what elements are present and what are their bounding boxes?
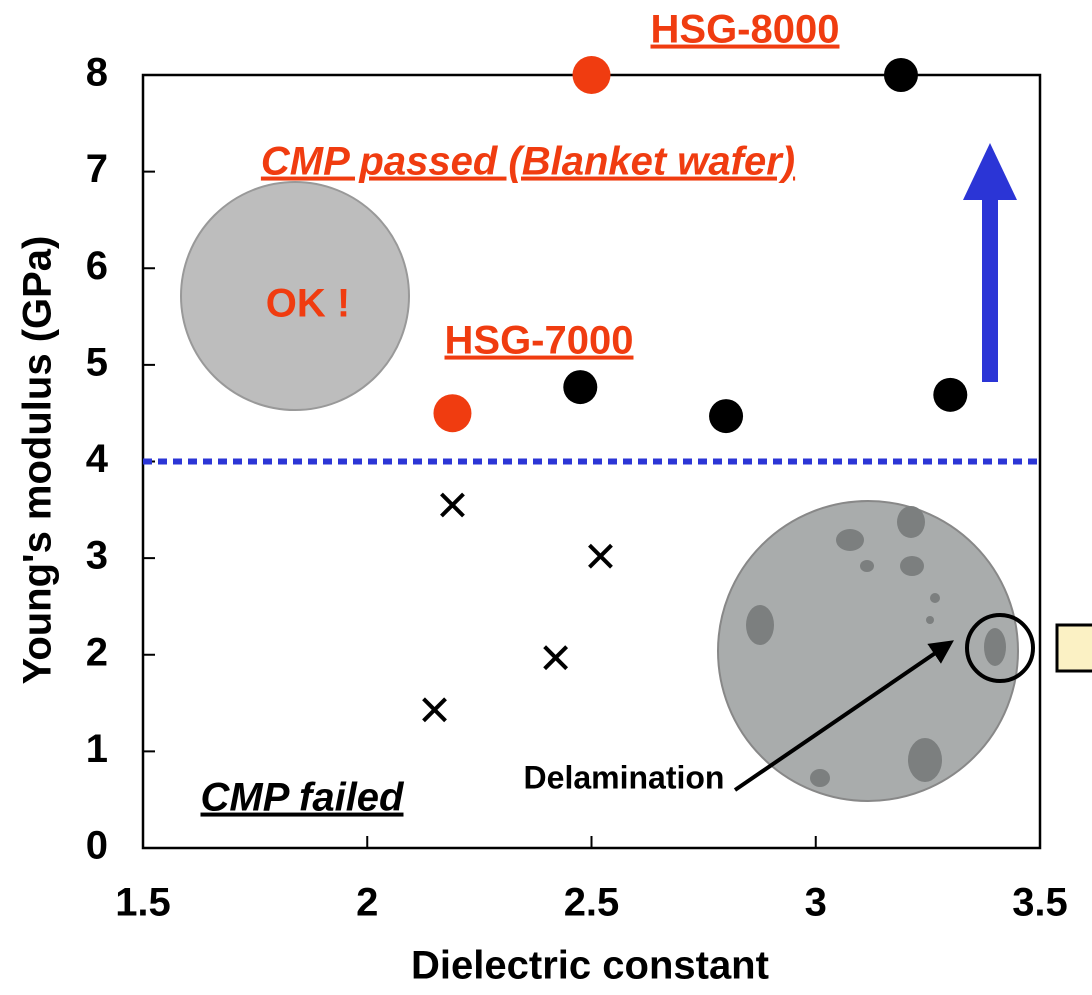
chart: Dielectric constant Young's modulus (GPa… [0, 0, 1092, 995]
annotation: HSG-7000 [445, 319, 634, 363]
annotation: CMP passed (Blanket wafer) [261, 140, 795, 184]
point [433, 394, 471, 432]
y-tick-label: 1 [86, 727, 108, 771]
callout-box [1057, 625, 1092, 671]
x-tick-label: 3 [805, 881, 827, 925]
y-tick-label: 5 [86, 340, 108, 384]
x-tick-label: 2.5 [564, 881, 620, 925]
y-tick-label: 0 [86, 824, 108, 868]
annotation: HSG-8000 [651, 8, 840, 52]
x-tick-label: 3.5 [1012, 881, 1068, 925]
point [884, 58, 918, 92]
x-tick-label: 2 [356, 881, 378, 925]
point [573, 56, 611, 94]
annotation: Delamination [524, 759, 725, 795]
y-tick-label: 2 [86, 630, 108, 674]
annotation: OK ! [266, 282, 350, 326]
annotation: CMP failed [201, 776, 406, 820]
y-tick-label: 4 [86, 437, 109, 481]
y-tick-label: 6 [86, 244, 108, 288]
x-tick-label: 1.5 [115, 881, 171, 925]
point [709, 399, 743, 433]
y-axis-label: Young's modulus (GPa) [16, 236, 60, 685]
y-tick-label: 7 [86, 147, 108, 191]
y-tick-label: 3 [86, 534, 108, 578]
point [563, 370, 597, 404]
point [933, 378, 967, 412]
x-axis-label: Dielectric constant [411, 944, 769, 988]
y-tick-label: 8 [86, 51, 108, 95]
